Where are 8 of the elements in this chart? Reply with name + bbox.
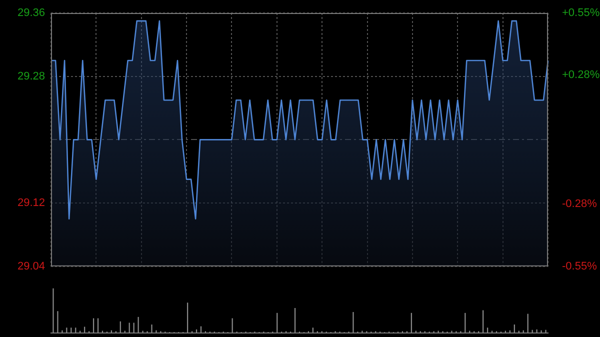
y-tick-label: 29.28 (17, 70, 45, 82)
y2-tick-label: +0.55% (562, 7, 600, 20)
y2-tick-label: -0.28% (562, 198, 598, 210)
y-tick-label: 29.04 (17, 260, 45, 272)
y2-tick-label: +0.28% (562, 69, 600, 82)
y-tick-label: 29.12 (17, 197, 45, 210)
y-tick-label: 29.36 (17, 7, 45, 20)
y2-tick-label: -0.55% (562, 260, 598, 272)
